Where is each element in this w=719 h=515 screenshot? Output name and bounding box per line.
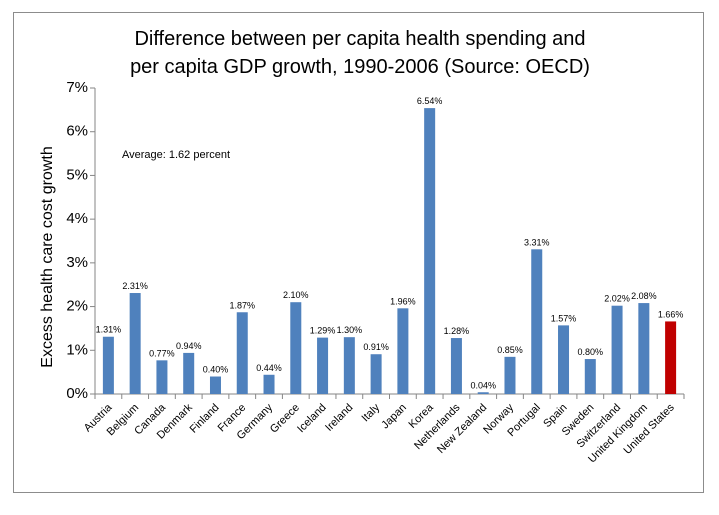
bar-united-states (665, 321, 677, 394)
bar-portugal (531, 249, 543, 394)
data-label: 0.44% (256, 363, 282, 373)
category-label: Ireland (323, 402, 355, 434)
data-label: 0.80% (578, 347, 604, 357)
chart-frame: Difference between per capita health spe… (13, 12, 704, 493)
bar-ireland (343, 337, 355, 394)
data-label: 0.77% (149, 348, 175, 358)
data-label: 2.08% (631, 291, 657, 301)
category-label: Italy (359, 401, 382, 424)
bar-iceland (317, 337, 329, 394)
data-label: 0.40% (203, 365, 229, 375)
category-label: Japan (379, 402, 409, 432)
bar-canada (156, 360, 168, 394)
data-label: 3.31% (524, 237, 550, 247)
data-label: 1.29% (310, 326, 336, 336)
y-tick-label: 3% (66, 254, 88, 271)
bar-new-zealand (477, 392, 489, 394)
bar-austria (102, 336, 114, 394)
bar-korea (424, 108, 436, 394)
chart-title-line-1: Difference between per capita health spe… (134, 28, 585, 50)
data-label: 1.31% (96, 325, 122, 335)
bar-chart: Difference between per capita health spe… (39, 28, 685, 465)
data-label: 1.66% (658, 309, 684, 319)
data-label: 2.31% (122, 281, 148, 291)
y-axis-title: Excess health care cost growth (39, 146, 56, 367)
bar-united-kingdom (638, 303, 650, 394)
bar-norway (504, 356, 516, 394)
bar-spain (558, 325, 570, 394)
data-labels: 1.31% 2.31% 0.77%0.94% 0.40% 1.87% 0.44% 2.10%… (96, 96, 684, 390)
data-label: 0.85% (497, 345, 523, 355)
average-annotation: Average: 1.62 percent (122, 149, 230, 161)
bar-netherlands (450, 338, 462, 394)
bars (102, 108, 677, 394)
y-tick-label: 2% (66, 298, 88, 315)
y-tick-label: 4% (66, 210, 88, 227)
y-tick-label: 0% (66, 385, 88, 402)
bar-greece (290, 302, 302, 394)
data-label: 1.87% (229, 300, 255, 310)
bar-switzerland (611, 305, 623, 394)
category-label: Finland (188, 402, 222, 436)
data-label: 6.54% (417, 96, 443, 106)
y-tick-label: 7% (66, 79, 88, 96)
category-label: Iceland (295, 402, 329, 436)
data-label: 1.96% (390, 296, 416, 306)
data-label: 1.28% (444, 326, 470, 336)
bar-germany (263, 374, 275, 394)
bar-sweden (584, 359, 596, 394)
data-label: 2.02% (604, 294, 630, 304)
chart-title-line-2: per capita GDP growth, 1990-2006 (Source… (130, 56, 590, 78)
category-labels: AustriaBelgiumCanadaDenmarkFinlandFrance… (82, 401, 677, 465)
data-label: 0.94% (176, 341, 202, 351)
data-label: 1.30% (337, 325, 363, 335)
category-label: Greece (268, 402, 302, 436)
bar-finland (209, 376, 221, 394)
data-label: 1.57% (551, 313, 577, 323)
bar-italy (370, 354, 382, 394)
y-tick-label: 1% (66, 341, 88, 358)
data-label: 2.10% (283, 290, 309, 300)
data-label: 0.91% (363, 342, 389, 352)
y-tick-label: 6% (66, 123, 88, 140)
bar-denmark (183, 352, 195, 394)
bar-japan (397, 308, 409, 394)
y-tick-label: 5% (66, 166, 88, 183)
bar-belgium (129, 293, 141, 394)
bar-france (236, 312, 248, 394)
data-label: 0.04% (470, 380, 496, 390)
